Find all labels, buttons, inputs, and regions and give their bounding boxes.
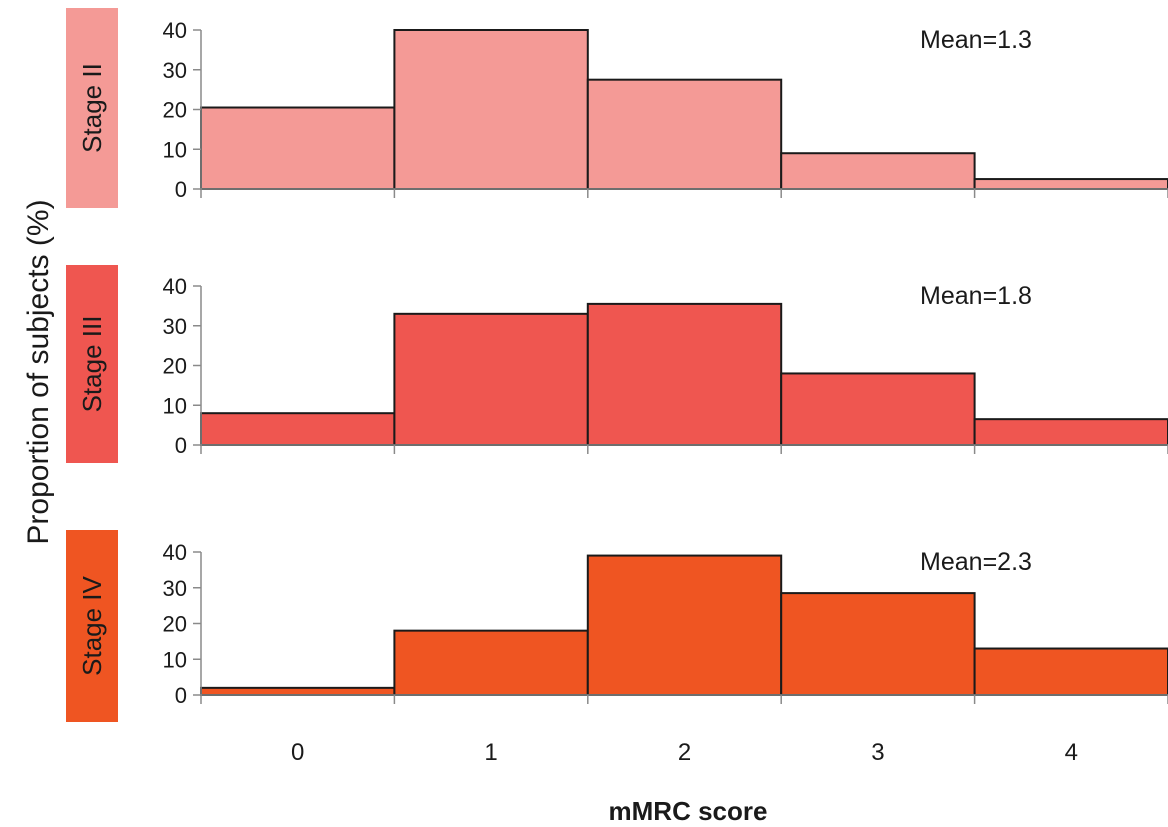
- y-tick-label: 10: [163, 137, 187, 162]
- histogram-bar: [393, 629, 589, 697]
- histogram-bar: [973, 647, 1168, 697]
- y-tick-label: 40: [163, 274, 187, 299]
- histogram-bar: [393, 29, 589, 190]
- x-tick-label: 2: [678, 739, 691, 766]
- y-axis-title: Proportion of subjects (%): [22, 199, 55, 544]
- histogram-bar: [973, 418, 1168, 447]
- y-tick-label: 40: [163, 540, 187, 565]
- stage-label: Stage III: [77, 316, 107, 413]
- y-tick-label: 10: [163, 647, 187, 672]
- histogram-bar: [586, 554, 783, 697]
- histogram-bar: [586, 302, 783, 447]
- stage-label: Stage IV: [77, 575, 107, 675]
- y-tick-label: 10: [163, 393, 187, 418]
- x-tick-label: 4: [1065, 739, 1078, 766]
- x-tick-labels: 0 1 2 3 4: [291, 739, 1078, 766]
- stage-label-box: [66, 8, 118, 208]
- x-tick-label: 0: [291, 739, 304, 766]
- stage-label: Stage II: [77, 63, 107, 153]
- histogram-bar: [200, 106, 396, 190]
- stage-label-box: [66, 530, 118, 722]
- stage-label-box: [66, 265, 118, 463]
- x-tick-label: 3: [871, 739, 884, 766]
- panel-stage-iii: Stage III 0 10 20 30 40 Mean=1.8: [66, 265, 1168, 463]
- mean-label: Mean=2.3: [920, 548, 1032, 576]
- x-axis-title: mMRC score: [609, 796, 768, 826]
- x-tick-label: 1: [484, 739, 497, 766]
- histogram-bar: [393, 312, 589, 447]
- histogram-bar: [780, 152, 976, 191]
- panels-group: Stage II 0 10 20 30 40 Mean=1.3 Stage III 0 10 20 3…: [66, 8, 1168, 722]
- y-tick-label: 20: [163, 354, 187, 379]
- y-tick-label: 20: [163, 612, 187, 637]
- y-tick-label: 40: [163, 18, 187, 43]
- y-tick-label: 20: [163, 98, 187, 123]
- histogram-bar: [200, 686, 396, 696]
- y-tick-label: 30: [163, 576, 187, 601]
- histogram-bar: [780, 372, 976, 447]
- histogram-bar: [586, 78, 783, 190]
- y-tick-label: 30: [163, 314, 187, 339]
- y-tick-label: 0: [175, 433, 187, 458]
- y-tick-label: 0: [175, 177, 187, 202]
- y-tick-label: 30: [163, 58, 187, 83]
- mean-label: Mean=1.8: [920, 282, 1032, 310]
- panel-stage-iv: Stage IV 0 10 20 30 40 Mean=2.3: [66, 530, 1168, 722]
- histogram-bar: [200, 412, 396, 447]
- panel-stage-ii: Stage II 0 10 20 30 40 Mean=1.3: [66, 8, 1168, 208]
- histogram-bar: [973, 178, 1168, 190]
- y-tick-label: 0: [175, 683, 187, 708]
- mean-label: Mean=1.3: [920, 26, 1032, 54]
- histogram-bar: [780, 592, 976, 696]
